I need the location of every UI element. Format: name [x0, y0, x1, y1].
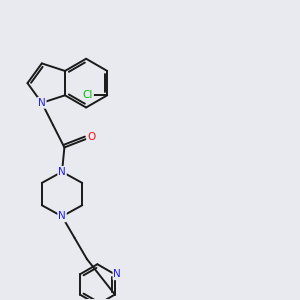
Text: N: N: [38, 98, 46, 108]
Text: N: N: [58, 212, 66, 221]
Text: Cl: Cl: [83, 90, 93, 100]
Text: N: N: [58, 167, 66, 177]
Text: N: N: [113, 269, 121, 279]
Text: O: O: [87, 132, 95, 142]
